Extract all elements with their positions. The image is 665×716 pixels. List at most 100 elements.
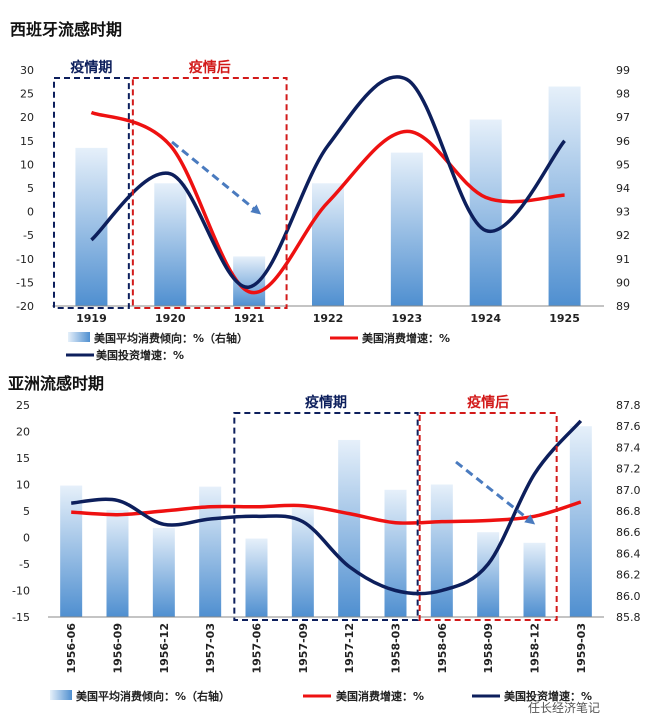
chart2-category-label: 1956-06 [65,623,78,674]
chart2-left-tick: -5 [19,558,30,571]
chart2-category-label: 1958-09 [482,623,495,674]
chart2-category-label: 1957-03 [204,623,217,674]
chart2-category-label: 1959-03 [575,623,588,674]
chart1-period-box [53,77,130,309]
chart1-right-tick: 89 [616,300,630,313]
chart1-left-tick: 10 [20,158,34,171]
chart2-bar [523,542,546,617]
chart2-right-tick: 86.6 [616,526,641,539]
chart1-right-tick: 94 [616,182,630,195]
legend2-investment-label: 美国投资增速：% [504,689,592,703]
chart2-left-tick: -10 [12,585,30,598]
chart2-bar [60,485,83,617]
chart1-category-label: 1919 [76,312,107,325]
chart2-plot: 25 20 15 10 5 0 -5 -10 -15 87.8 87.6 87.4 87.2 87.0 86… [12,394,640,674]
chart2-left-tick: -15 [12,611,30,624]
chart1-right-tick: 92 [616,229,630,242]
chart2-period-label: 疫情后 [467,394,509,411]
chart2-bar [430,484,453,617]
chart1-left-tick: 15 [20,135,34,148]
chart1-left-tick: 30 [20,64,34,77]
chart1-legend: 美国平均消费倾向：%（右轴） 美国消费增速：% 美国投资增速：% [66,331,450,362]
chart2-title: 亚洲流感时期 [8,374,104,393]
chart2-period-box [418,412,558,621]
legend2-bar-label: 美国平均消费倾向：%（右轴） [76,689,230,703]
chart1-consumption-line [90,110,565,295]
chart2-bar [152,527,175,617]
chart1-right-tick: 98 [616,88,630,101]
chart1-left-tick: -15 [16,276,34,289]
chart2-category-label: 1958-03 [390,623,403,674]
chart2-investment-line [71,419,583,596]
chart1-category-label: 1925 [549,312,580,325]
chart2-legend: 美国平均消费倾向：%（右轴） 美国消费增速：% 美国投资增速：% 任长经济笔记 [50,689,600,715]
chart2-right-tick: 85.8 [616,611,641,624]
chart2-trend-arrow [455,460,536,525]
chart2-right-tick: 87.0 [616,484,641,497]
chart2-bar [338,439,361,617]
chart1-title: 西班牙流感时期 [10,20,122,39]
legend-bar-label: 美国平均消费倾向：%（右轴） [94,331,248,345]
chart1-plot: 30 25 20 15 10 5 0 -5 -10 -15 -20 99 98 97 96 95 94 93 92 9… [16,59,630,325]
chart1-category-label: 1922 [313,312,344,325]
legend2-bar-swatch [50,690,72,700]
chart1-left-tick: -5 [23,229,34,242]
chart2-bar [569,426,592,617]
chart1-right-tick: 93 [616,206,630,219]
chart2-right-tick: 86.0 [616,590,641,603]
legend-consumption-label: 美国消费增速：% [362,331,450,345]
chart1-left-tick: 0 [27,206,34,219]
chart2-right-tick: 86.2 [616,569,641,582]
chart1-trend-arrow [171,140,262,215]
chart2-right-tick: 87.2 [616,463,641,476]
chart1-bar [390,152,423,306]
chart2-category-label: 1958-06 [436,623,449,674]
chart2-category-label: 1957-06 [251,623,264,674]
chart2-category-label: 1957-09 [297,623,310,674]
chart2-right-tick: 87.6 [616,420,641,433]
chart2-left-tick: 20 [16,426,30,439]
chart1-period-label: 疫情期 [70,59,112,76]
chart2-consumption-line [71,500,582,525]
chart1-left-tick: 25 [20,88,34,101]
chart1-period-label: 疫情后 [189,59,231,76]
chart1-category-label: 1921 [234,312,265,325]
chart1-left-tick: 5 [27,182,34,195]
chart1-right-tick: 97 [616,111,630,124]
legend-investment-label: 美国投资增速：% [96,348,184,362]
chart2-period-label: 疫情期 [305,394,347,411]
chart2-right-tick: 87.8 [616,399,641,412]
chart2-right-tick: 87.4 [616,441,641,454]
legend2-consumption-label: 美国消费增速：% [336,689,424,703]
chart2-left-tick: 25 [16,399,30,412]
chart1-period-box [131,77,288,309]
chart1-right-tick: 91 [616,253,630,266]
chart2-period-box [233,412,419,621]
chart2-category-label: 1956-12 [158,623,171,674]
chart1-left-tick: -10 [16,253,34,266]
chart2-category-label: 1957-12 [343,623,356,674]
chart2-bar [106,509,129,617]
chart1-left-tick: 20 [20,111,34,124]
chart1-bar [469,119,502,306]
chart1-category-label: 1920 [155,312,186,325]
chart2-right-tick: 86.4 [616,547,641,560]
chart2-left-tick: 0 [23,532,30,545]
chart1-bar [154,183,187,306]
chart2-bar [384,489,407,617]
chart1-investment-line [90,75,566,289]
chart2-right-tick: 86.8 [616,505,641,518]
chart1-category-label: 1924 [470,312,501,325]
chart1-right-tick: 90 [616,276,630,289]
chart1-left-tick: -20 [16,300,34,313]
chart1-right-tick: 99 [616,64,630,77]
chart2-bar [291,507,314,617]
chart2-left-tick: 15 [16,452,30,465]
chart1-right-tick: 95 [616,158,630,171]
legend-bar-swatch [68,332,90,342]
chart1-right-tick: 96 [616,135,630,148]
chart2-left-tick: 5 [23,505,30,518]
chart1-category-label: 1923 [392,312,423,325]
